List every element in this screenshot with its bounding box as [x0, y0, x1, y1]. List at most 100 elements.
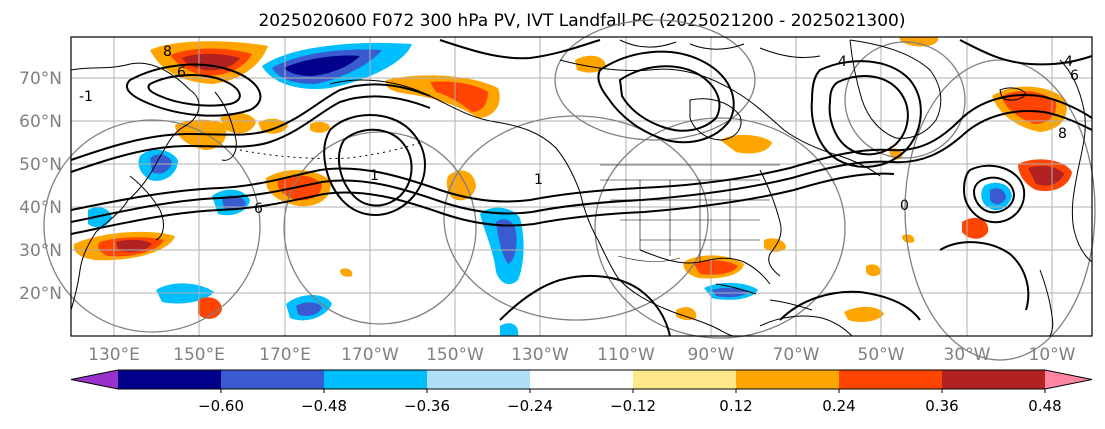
colorbar-tick-label: −0.48: [301, 397, 347, 415]
colorbar-box: [427, 370, 531, 389]
lon-tick: 150°E: [173, 345, 225, 365]
lon-tick: 130°E: [88, 345, 140, 365]
contour-line: [70, 110, 1093, 223]
anomaly-patch: [990, 188, 1006, 205]
colorbar-box: [942, 370, 1046, 389]
contour-line: [70, 83, 431, 161]
anomaly-patch: [866, 264, 881, 277]
contour-line: [618, 65, 721, 132]
lat-tick: 50°N: [19, 155, 62, 175]
na-east-coast: [759, 169, 782, 277]
anomaly-patch: [430, 81, 488, 112]
colorbar-extend-max: [1045, 370, 1092, 389]
africa-coast: [1039, 269, 1054, 337]
lon-tick: 170°W: [341, 345, 399, 365]
lon-tick: 150°W: [426, 345, 484, 365]
colorbar-box: [221, 370, 325, 389]
contour-line: [439, 39, 601, 60]
contour-label: 0: [900, 198, 909, 214]
anomaly-patch: [899, 37, 939, 47]
anomaly-patch: [340, 268, 353, 277]
contour-line: [499, 274, 671, 337]
lat-tick: 20°N: [19, 284, 62, 304]
lat-tick: 30°N: [19, 241, 62, 261]
anomaly-patch: [222, 195, 246, 211]
anomaly-patch: [116, 239, 152, 252]
contour-line: [147, 74, 241, 107]
contour-line: [959, 39, 1093, 66]
anomaly-patch: [296, 302, 322, 316]
japan-coast: [129, 175, 164, 241]
contour-label: 1: [534, 172, 543, 188]
anomaly-patch: [720, 134, 772, 154]
range-circles: [43, 19, 1096, 361]
lon-tick: 90°W: [688, 345, 735, 365]
colorbar-box: [839, 370, 943, 389]
latitude-axis: 70°N 60°N 50°N 40°N 30°N 20°N: [19, 69, 62, 304]
map-title: 2025020600 F072 300 hPa PV, IVT Landfall…: [258, 11, 905, 31]
aleutian-chain: [239, 141, 423, 160]
contour-line: [597, 50, 735, 144]
contour-line: [972, 176, 1016, 214]
contour-line: [828, 75, 909, 156]
canada-coast: [559, 59, 881, 177]
anomaly-patch: [182, 53, 240, 71]
mexico-border: [617, 255, 681, 262]
anomaly-patch: [764, 238, 786, 252]
anomaly-patch: [310, 121, 330, 133]
colorbar-tick-label: −0.12: [610, 397, 656, 415]
contour-label: 8: [163, 44, 172, 60]
contour-label: -1: [79, 89, 93, 105]
asia-coast: [70, 62, 200, 311]
longitude-axis: 130°E 150°E 170°E 170°W 150°W 130°W 110°…: [88, 345, 1076, 365]
anomaly-patch: [496, 219, 517, 264]
pv-contours: [70, 39, 1093, 337]
contour-line: [337, 128, 413, 207]
anomaly-patch: [500, 323, 519, 336]
kamchatka-coast: [214, 91, 237, 161]
contour-line: [125, 63, 262, 117]
anomaly-patch: [902, 234, 915, 243]
contour-label: 1: [370, 168, 379, 184]
anomaly-patch: [198, 297, 222, 319]
anomaly-patch: [694, 260, 738, 275]
contour-line: [70, 95, 431, 173]
lon-tick: 130°W: [511, 345, 569, 365]
canadian-arctic-islands: [619, 39, 821, 59]
anomaly-patch: [220, 113, 256, 134]
colorbar-tick-label: 0.12: [719, 397, 752, 415]
lon-tick: 30°W: [944, 345, 991, 365]
greenland-coast: [849, 39, 942, 139]
south-america-coast: [759, 315, 853, 337]
lat-tick: 40°N: [19, 198, 62, 218]
lat-tick: 60°N: [19, 112, 62, 132]
colorbar-tick-label: −0.24: [507, 397, 553, 415]
anomaly-patch: [676, 307, 697, 321]
colorbar-outline: [70, 369, 1093, 390]
contour-label: 6: [254, 201, 263, 217]
contour-line: [779, 290, 921, 321]
colorbar-tick-label: 0.24: [822, 397, 855, 415]
lon-tick: 50°W: [858, 345, 905, 365]
colorbar: −0.60 −0.48 −0.36 −0.24 −0.12 0.12 0.24 0.36 0.4…: [70, 369, 1093, 415]
colorbar-tick-label: 0.48: [1028, 397, 1061, 415]
lon-tick: 110°W: [597, 345, 655, 365]
anomaly-patch: [284, 55, 360, 76]
alaska-coast: [329, 79, 581, 193]
contour-label: 6: [1070, 68, 1079, 84]
contour-line: [962, 164, 1026, 224]
contour-line: [70, 94, 1093, 211]
anomaly-patch: [844, 306, 884, 322]
colorbar-box: [324, 370, 428, 389]
colorbar-tick-label: 0.36: [925, 397, 958, 415]
europe-coast: [1059, 59, 1093, 263]
contour-line: [323, 114, 426, 216]
graticule: [71, 37, 1092, 336]
anomaly-patch: [962, 217, 989, 239]
lon-tick: 170°E: [259, 345, 311, 365]
shaded-anomalies: [73, 37, 1072, 336]
map-frame: [70, 36, 1093, 337]
lon-tick: 70°W: [773, 345, 820, 365]
anomaly-patch: [88, 207, 112, 228]
